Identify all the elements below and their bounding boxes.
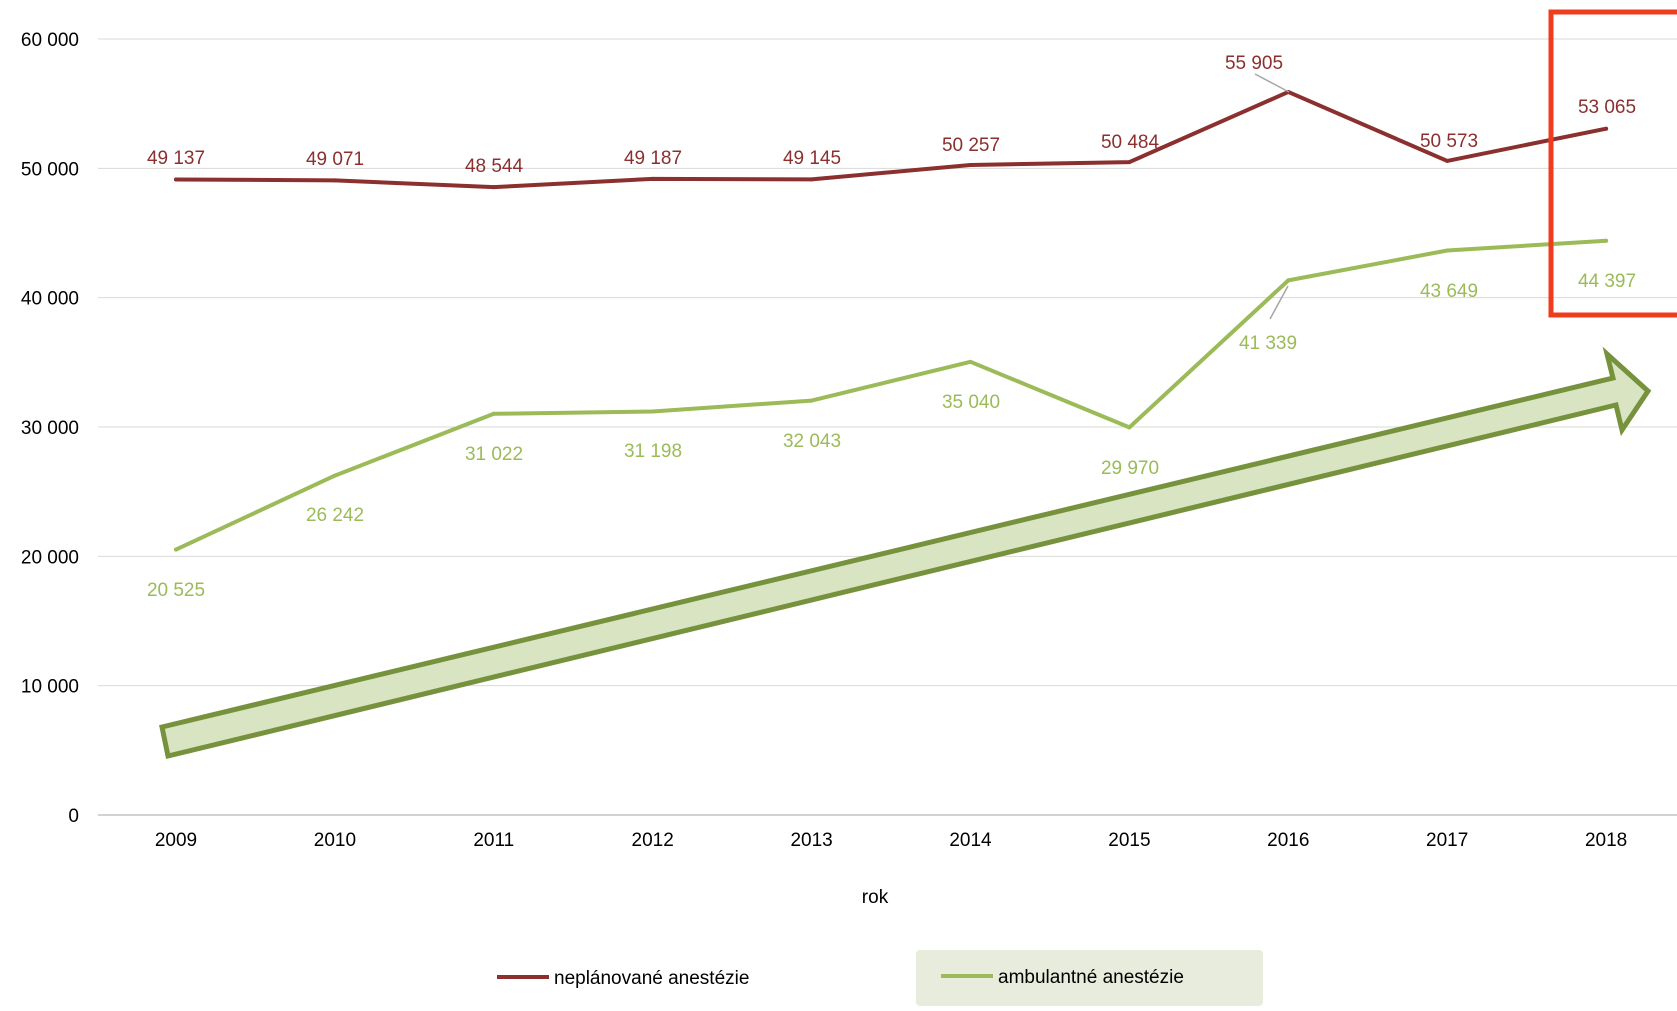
x-tick-label: 2009 [155, 830, 197, 851]
legend-label-2: ambulantné anestézie [998, 967, 1184, 988]
x-tick-label: 2011 [473, 830, 514, 851]
data-point [1286, 278, 1291, 283]
x-tick-label: 2016 [1267, 830, 1309, 851]
data-label: 44 397 [1578, 271, 1636, 292]
data-point [650, 409, 655, 414]
data-label: 53 065 [1578, 97, 1636, 118]
data-label: 49 145 [783, 148, 841, 169]
data-label: 50 257 [942, 135, 1000, 156]
data-label: 55 905 [1225, 53, 1283, 74]
leader-line [1254, 73, 1290, 93]
legend-highlight [916, 950, 1263, 1006]
highlight-box [1548, 9, 1677, 318]
x-tick-label: 2014 [949, 830, 992, 851]
y-tick-label: 0 [68, 806, 79, 827]
data-point [1604, 238, 1609, 243]
data-label: 50 573 [1420, 131, 1478, 152]
data-point [332, 178, 337, 183]
data-point [1127, 160, 1132, 165]
x-tick-label: 2017 [1426, 830, 1468, 851]
y-tick-label: 40 000 [21, 289, 79, 310]
x-tick-label: 2015 [1108, 830, 1150, 851]
data-label: 41 339 [1239, 333, 1297, 354]
data-point [491, 185, 496, 190]
data-label: 35 040 [942, 392, 1000, 413]
x-tick-label: 2013 [790, 830, 832, 851]
x-tick-label: 2012 [632, 830, 674, 851]
data-point [968, 163, 973, 168]
y-tick-label: 10 000 [21, 677, 79, 698]
data-point [809, 177, 814, 182]
data-label: 49 137 [147, 148, 205, 169]
leader-line [1269, 285, 1289, 320]
x-axis-label: rok [862, 887, 889, 908]
data-label: 32 043 [783, 431, 841, 452]
data-point [332, 473, 337, 478]
data-point [1604, 126, 1609, 131]
y-tick-label: 30 000 [21, 418, 79, 439]
data-point [1445, 158, 1450, 163]
x-tick-label: 2018 [1585, 830, 1627, 851]
data-label: 29 970 [1101, 458, 1159, 479]
data-label: 49 071 [306, 149, 364, 170]
data-label: 31 198 [624, 441, 682, 462]
data-point [174, 547, 178, 552]
series-line-1 [174, 89, 1609, 190]
y-tick-label: 20 000 [21, 547, 79, 568]
data-point [650, 176, 655, 181]
data-label: 26 242 [306, 505, 364, 526]
series-line-2 [174, 238, 1609, 552]
data-point [174, 177, 178, 182]
data-label: 48 544 [465, 156, 524, 177]
data-label: 43 649 [1420, 281, 1478, 302]
data-point [1445, 248, 1450, 253]
data-label: 31 022 [465, 444, 523, 465]
y-tick-label: 50 000 [21, 159, 79, 180]
y-tick-label: 60 000 [21, 30, 79, 51]
data-label: 20 525 [147, 580, 205, 601]
data-point [1127, 425, 1132, 430]
data-point [809, 398, 814, 403]
x-tick-label: 2010 [314, 830, 356, 851]
data-label: 49 187 [624, 148, 682, 169]
legend-label-1: neplánované anestézie [554, 968, 749, 989]
trend-arrow [159, 346, 1652, 760]
data-point [491, 411, 496, 416]
data-label: 50 484 [1101, 132, 1160, 153]
data-point [968, 359, 973, 364]
